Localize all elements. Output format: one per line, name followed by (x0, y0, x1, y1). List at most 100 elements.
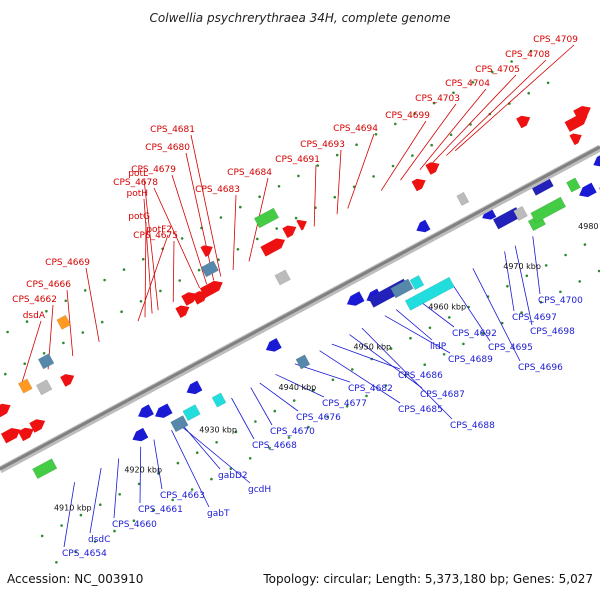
topology-text: Topology: circular; Length: 5,373,180 bp… (263, 572, 593, 586)
track-dot (25, 320, 29, 323)
track-dot (307, 425, 310, 429)
scale-tick-label: 4940 kbp (279, 383, 317, 392)
track-dot (120, 310, 123, 314)
gene-feature (296, 219, 307, 231)
scale-tick-label: 4980 kbp (578, 222, 600, 231)
forward-gene-arrow (17, 427, 34, 442)
gene-feature (513, 205, 528, 221)
gene-feature (274, 269, 291, 286)
gene-feature (566, 177, 581, 193)
leader-line-forward (446, 59, 547, 156)
track-dot (287, 436, 291, 439)
gene-label-forward: potH (126, 189, 148, 199)
gene-block (17, 378, 33, 394)
leader-line-reverse (259, 382, 299, 412)
gene-feature (211, 392, 227, 408)
track-dot (527, 91, 530, 95)
gene-feature (182, 404, 201, 422)
track-dot (355, 143, 358, 146)
gene-label-reverse: lldP (430, 342, 447, 352)
gene-feature (404, 276, 455, 311)
leader-line-reverse (472, 268, 521, 362)
track-dot (411, 154, 414, 157)
gene-label-forward: CPS_4681 (150, 125, 195, 135)
track-dot (544, 264, 548, 267)
gene-label-forward: CPS_4703 (415, 94, 460, 104)
gene-feature (569, 133, 582, 146)
leader-line-reverse (153, 439, 163, 490)
scale-tick-label: 4920 kbp (124, 466, 162, 475)
track-dot (55, 561, 58, 564)
forward-gene-arrow (0, 428, 21, 444)
track-dot (93, 540, 97, 543)
gene-label-forward: CPS_4680 (145, 143, 190, 153)
track-dot (333, 195, 337, 199)
leader-line-reverse (275, 373, 325, 398)
gene-feature (60, 374, 75, 387)
track-dot (195, 451, 199, 455)
leader-line-reverse (514, 245, 533, 326)
track-dot (374, 133, 378, 136)
track-dot (100, 320, 104, 324)
gene-label-reverse: gabD2 (218, 471, 248, 481)
scale-tick-label: 4960 kbp (428, 302, 466, 311)
track-dot (394, 122, 397, 126)
track-dot (6, 330, 9, 334)
gene-feature (409, 275, 425, 291)
gene-label-reverse: CPS_4663 (160, 491, 205, 501)
gene-feature (295, 354, 311, 370)
gene-label-forward: CPS_4662 (12, 295, 57, 305)
gene-block (253, 207, 280, 229)
track-dot (312, 388, 315, 392)
gene-feature (564, 114, 588, 132)
leader-line-forward (171, 174, 208, 285)
gene-feature (170, 415, 189, 433)
forward-gene-arrow (411, 178, 426, 192)
reverse-gene-arrow (138, 404, 154, 418)
track-dot (254, 420, 257, 423)
reverse-gene-arrow (579, 182, 597, 198)
leader-line-forward (143, 178, 159, 311)
gene-block (274, 269, 291, 286)
leader-line-forward (185, 152, 215, 281)
track-dot (60, 524, 63, 527)
track-dot (190, 488, 194, 491)
track-dot (23, 362, 27, 366)
track-dot (510, 60, 513, 63)
leader-line-reverse (231, 397, 255, 440)
track-dot (215, 441, 218, 444)
forward-gene-arrow (282, 225, 297, 239)
gene-feature (56, 314, 72, 330)
track-dot (448, 316, 451, 319)
forward-gene-arrow (29, 419, 46, 433)
gene-label-forward: CPS_4669 (45, 258, 90, 268)
genome-axis-core (0, 145, 600, 471)
track-dot (197, 268, 201, 272)
track-dot (525, 274, 529, 278)
track-dot (506, 284, 509, 288)
track-dot (413, 112, 417, 115)
gene-block (513, 205, 528, 221)
gene-block (37, 353, 55, 370)
track-dot (132, 519, 136, 522)
gene-feature (37, 353, 55, 370)
gene-label-reverse: CPS_4668 (252, 441, 297, 451)
leader-line-forward (400, 103, 457, 181)
forward-gene-arrow (569, 133, 582, 146)
leader-line-reverse (532, 236, 541, 295)
gene-feature (0, 403, 11, 419)
leader-line-forward (380, 120, 427, 191)
gene-feature (265, 338, 282, 352)
forward-gene-arrow (0, 403, 11, 419)
gene-feature (593, 153, 600, 167)
leader-line-reverse (250, 387, 273, 426)
leader-line-reverse (504, 251, 515, 312)
gene-feature (516, 115, 531, 129)
track-dot (389, 347, 393, 350)
leader-line-reverse (319, 350, 401, 404)
gene-label-reverse: CPS_4670 (270, 427, 315, 437)
track-dot (142, 257, 145, 261)
track-dot (74, 550, 77, 554)
leader-line-forward (336, 149, 342, 215)
